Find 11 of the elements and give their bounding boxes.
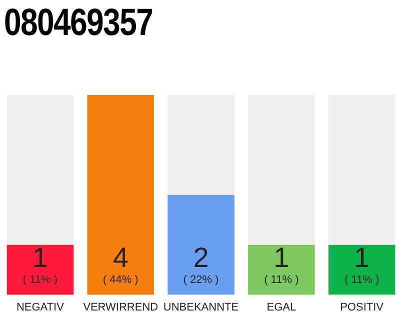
x-tick-label: NEGATIV <box>16 301 65 314</box>
x-tick-label: EGAL <box>266 301 296 314</box>
data-label: 1 ( 11% ) <box>344 242 380 286</box>
data-label: 4 ( 44% ) <box>102 242 138 286</box>
x-tick-label: UNBEKANNTE <box>163 301 239 314</box>
chart-title: 080469357 <box>4 1 153 46</box>
x-tick-label: VERWIRREND <box>83 301 158 314</box>
data-label: 1 ( 11% ) <box>264 242 299 286</box>
data-label: 2 ( 22% ) <box>183 242 219 286</box>
x-tick-label: POSITIV <box>340 301 384 314</box>
data-label: 1 ( 11% ) <box>22 242 58 286</box>
